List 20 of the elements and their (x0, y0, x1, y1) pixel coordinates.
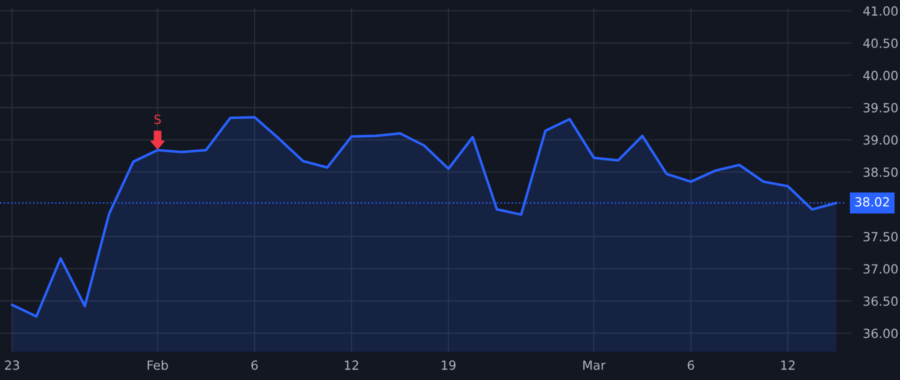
x-tick-label: 12 (344, 360, 358, 370)
y-tick-label: 40.00 (863, 70, 898, 80)
x-tick-label: 6 (688, 360, 694, 370)
y-tick-label: 41.00 (863, 6, 898, 16)
y-tick-label: 37.00 (864, 264, 898, 274)
y-tick-label: 38.50 (864, 167, 898, 177)
x-tick-label: 12 (781, 360, 795, 370)
x-tick-label: 23 (5, 360, 20, 370)
annotation: S (154, 114, 161, 124)
y-tick-label: 39.50 (864, 103, 898, 112)
x-tick-label: 6 (251, 360, 258, 370)
ref-line-label: 38.02 (855, 197, 889, 207)
y-tick-label: 37.50 (864, 232, 898, 242)
x-tick-label: 19 (442, 360, 456, 370)
x-tick-label: Mar (583, 360, 606, 370)
x-tick-label: Feb (148, 360, 168, 370)
y-tick-label: 36.00 (864, 328, 898, 338)
y-tick-label: 39.00 (864, 135, 898, 145)
y-tick-label: 40.50 (863, 38, 898, 48)
y-tick-label: 36.50 (864, 296, 898, 306)
